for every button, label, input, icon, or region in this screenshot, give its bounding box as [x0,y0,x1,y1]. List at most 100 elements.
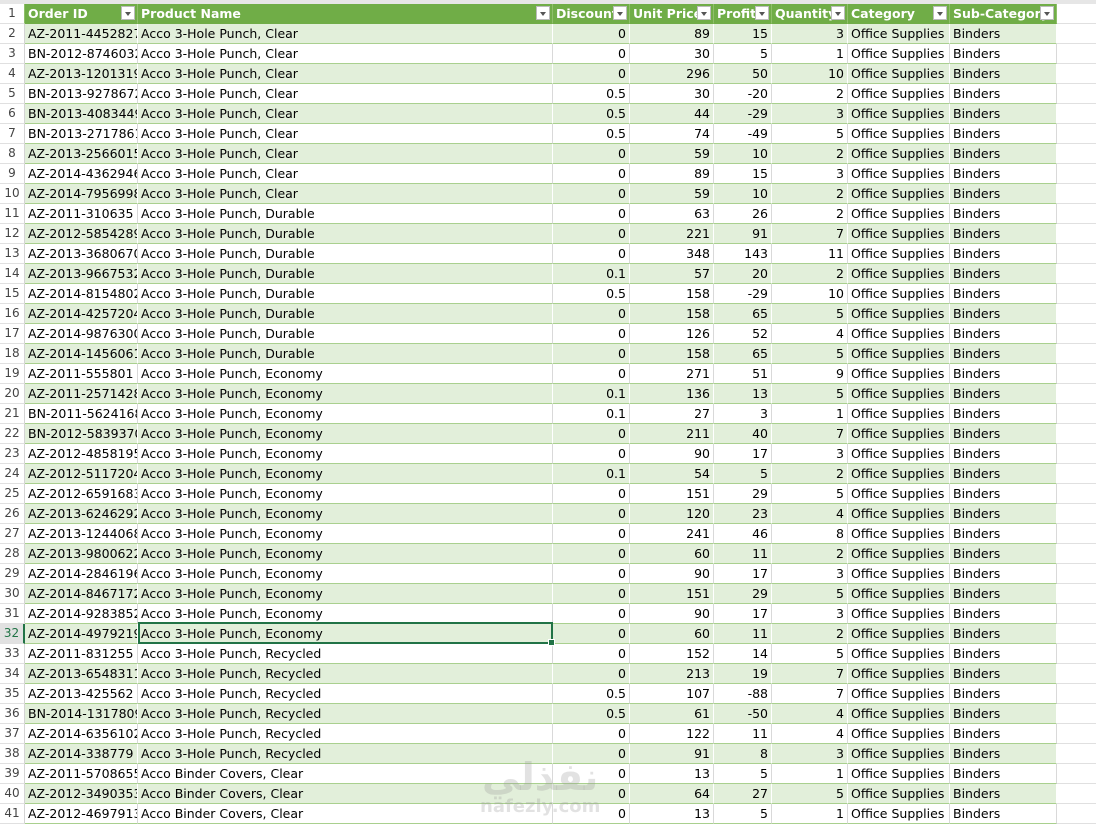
cell-order-id[interactable]: AZ-2011-5708655 [25,764,138,784]
cell-category[interactable]: Office Supplies [848,624,950,644]
cell-sub-category[interactable]: Binders [950,644,1057,664]
row-number[interactable]: 41 [0,804,25,824]
cell-product-name[interactable]: Acco 3-Hole Punch, Economy [138,364,553,384]
cell-product-name[interactable]: Acco 3-Hole Punch, Clear [138,44,553,64]
cell-order-id[interactable]: AZ-2014-338779 [25,744,138,764]
cell-unit-price[interactable]: 90 [630,444,714,464]
cell-sub-category[interactable]: Binders [950,104,1057,124]
cell-category[interactable]: Office Supplies [848,184,950,204]
cell-discount[interactable]: 0 [553,344,630,364]
cell-sub-category[interactable]: Binders [950,544,1057,564]
cell-profit[interactable]: -50 [714,704,772,724]
cell-unit-price[interactable]: 136 [630,384,714,404]
empty-cell[interactable] [1057,24,1096,44]
cell-profit[interactable]: 17 [714,444,772,464]
empty-cell[interactable] [1057,144,1096,164]
row-number[interactable]: 15 [0,284,25,304]
cell-discount[interactable]: 0.1 [553,404,630,424]
cell-discount[interactable]: 0 [553,144,630,164]
cell-quantity[interactable]: 2 [772,184,848,204]
cell-product-name[interactable]: Acco 3-Hole Punch, Clear [138,104,553,124]
cell-category[interactable]: Office Supplies [848,204,950,224]
row-number[interactable]: 12 [0,224,25,244]
cell-order-id[interactable]: AZ-2011-4452827 [25,24,138,44]
row-number[interactable]: 28 [0,544,25,564]
cell-sub-category[interactable]: Binders [950,464,1057,484]
cell-category[interactable]: Office Supplies [848,64,950,84]
cell-quantity[interactable]: 5 [772,384,848,404]
cell-product-name[interactable]: Acco 3-Hole Punch, Clear [138,164,553,184]
cell-product-name[interactable]: Acco 3-Hole Punch, Clear [138,124,553,144]
row-number[interactable]: 25 [0,484,25,504]
cell-quantity[interactable]: 3 [772,104,848,124]
cell-category[interactable]: Office Supplies [848,264,950,284]
empty-cell[interactable] [1057,804,1096,824]
cell-sub-category[interactable]: Binders [950,724,1057,744]
cell-sub-category[interactable]: Binders [950,304,1057,324]
cell-category[interactable]: Office Supplies [848,764,950,784]
cell-order-id[interactable]: AZ-2013-6246292 [25,504,138,524]
cell-discount[interactable]: 0 [553,724,630,744]
row-number[interactable]: 11 [0,204,25,224]
cell-sub-category[interactable]: Binders [950,44,1057,64]
cell-discount[interactable]: 0 [553,44,630,64]
row-number[interactable]: 19 [0,364,25,384]
row-number[interactable]: 35 [0,684,25,704]
cell-category[interactable]: Office Supplies [848,744,950,764]
row-number[interactable]: 16 [0,304,25,324]
cell-product-name[interactable]: Acco 3-Hole Punch, Economy [138,564,553,584]
cell-unit-price[interactable]: 60 [630,544,714,564]
cell-order-id[interactable]: AZ-2011-555801 [25,364,138,384]
cell-category[interactable]: Office Supplies [848,684,950,704]
cell-unit-price[interactable]: 89 [630,24,714,44]
cell-category[interactable]: Office Supplies [848,804,950,824]
filter-dropdown-icon[interactable] [1040,6,1054,20]
cell-sub-category[interactable]: Binders [950,804,1057,824]
cell-quantity[interactable]: 3 [772,604,848,624]
cell-quantity[interactable]: 2 [772,624,848,644]
cell-product-name[interactable]: Acco 3-Hole Punch, Economy [138,444,553,464]
cell-sub-category[interactable]: Binders [950,744,1057,764]
row-number[interactable]: 36 [0,704,25,724]
cell-quantity[interactable]: 5 [772,304,848,324]
cell-discount[interactable]: 0 [553,764,630,784]
cell-unit-price[interactable]: 348 [630,244,714,264]
empty-cell[interactable] [1057,344,1096,364]
empty-cell[interactable] [1057,724,1096,744]
cell-discount[interactable]: 0 [553,244,630,264]
row-number[interactable]: 23 [0,444,25,464]
cell-sub-category[interactable]: Binders [950,84,1057,104]
cell-order-id[interactable]: AZ-2014-9283852 [25,604,138,624]
cell-unit-price[interactable]: 44 [630,104,714,124]
cell-quantity[interactable]: 3 [772,24,848,44]
cell-quantity[interactable]: 7 [772,224,848,244]
empty-cell[interactable] [1057,684,1096,704]
cell-product-name[interactable]: Acco 3-Hole Punch, Economy [138,604,553,624]
empty-cell[interactable] [1057,564,1096,584]
cell-profit[interactable]: 143 [714,244,772,264]
row-number[interactable]: 18 [0,344,25,364]
cell-sub-category[interactable]: Binders [950,424,1057,444]
cell-unit-price[interactable]: 27 [630,404,714,424]
cell-profit[interactable]: -29 [714,104,772,124]
empty-cell[interactable] [1057,764,1096,784]
cell-sub-category[interactable]: Binders [950,524,1057,544]
empty-cell[interactable] [1057,604,1096,624]
cell-quantity[interactable]: 1 [772,804,848,824]
empty-cell[interactable] [1057,244,1096,264]
cell-quantity[interactable]: 3 [772,744,848,764]
cell-product-name[interactable]: Acco 3-Hole Punch, Economy [138,404,553,424]
cell-sub-category[interactable]: Binders [950,204,1057,224]
cell-unit-price[interactable]: 61 [630,704,714,724]
cell-profit[interactable]: 14 [714,644,772,664]
cell-discount[interactable]: 0.5 [553,684,630,704]
cell-product-name[interactable]: Acco 3-Hole Punch, Recycled [138,664,553,684]
cell-category[interactable]: Office Supplies [848,224,950,244]
row-number[interactable]: 2 [0,24,25,44]
cell-discount[interactable]: 0 [553,224,630,244]
empty-cell[interactable] [1057,524,1096,544]
cell-sub-category[interactable]: Binders [950,584,1057,604]
cell-product-name[interactable]: Acco 3-Hole Punch, Recycled [138,724,553,744]
cell-quantity[interactable]: 4 [772,324,848,344]
cell-profit[interactable]: 5 [714,464,772,484]
